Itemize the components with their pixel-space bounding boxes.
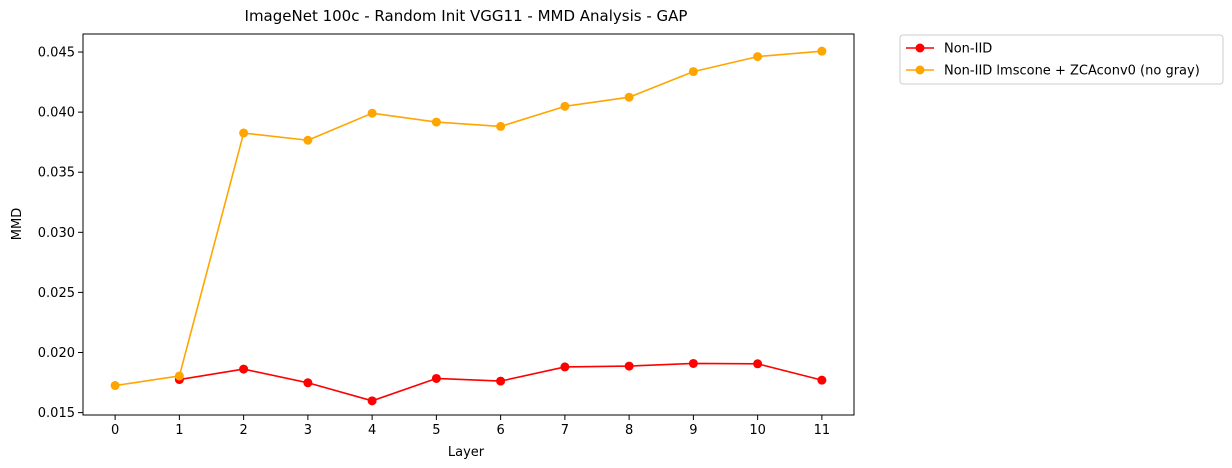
legend-frame bbox=[899, 34, 1224, 85]
y-tick-label: 0.045 bbox=[38, 46, 75, 61]
x-tick-label: 1 bbox=[175, 423, 183, 438]
data-point bbox=[239, 128, 249, 138]
data-point bbox=[239, 364, 249, 374]
legend: Non-IID Non-IID lmscone + ZCAconv0 (no gr… bbox=[899, 34, 1224, 85]
data-point bbox=[303, 135, 313, 145]
x-tick-label: 10 bbox=[749, 423, 766, 438]
data-point bbox=[496, 376, 506, 386]
data-point bbox=[110, 381, 120, 391]
data-point bbox=[817, 375, 827, 385]
series-line bbox=[115, 50, 822, 387]
series-layer bbox=[110, 46, 827, 406]
legend-label: Non-IID bbox=[944, 42, 992, 57]
x-axis-label: Layer bbox=[448, 445, 485, 460]
x-tick-label: 8 bbox=[625, 423, 633, 438]
x-tick-label: 4 bbox=[368, 423, 376, 438]
data-point bbox=[753, 52, 763, 62]
y-tick-label: 0.030 bbox=[38, 226, 75, 241]
x-axis: 0 1 2 3 4 5 6 7 8 9 10 11 bbox=[111, 415, 830, 438]
y-tick-label: 0.015 bbox=[38, 406, 75, 421]
data-point bbox=[431, 373, 441, 383]
data-point bbox=[303, 378, 313, 388]
y-tick-label: 0.040 bbox=[38, 106, 75, 121]
series-1 bbox=[110, 46, 827, 391]
legend-swatch-marker bbox=[915, 65, 925, 75]
x-tick-label: 6 bbox=[496, 423, 504, 438]
data-point bbox=[817, 46, 827, 56]
y-tick-label: 0.035 bbox=[38, 166, 75, 181]
data-point bbox=[174, 371, 184, 381]
plot-frame bbox=[82, 33, 855, 416]
x-tick-label: 7 bbox=[561, 423, 569, 438]
data-point bbox=[753, 359, 763, 369]
legend-item: Non-IID bbox=[906, 42, 992, 57]
y-axis-label: MMD bbox=[10, 208, 25, 240]
legend-label: Non-IID lmscone + ZCAconv0 (no gray) bbox=[944, 64, 1200, 79]
data-point bbox=[560, 101, 570, 111]
data-point bbox=[624, 361, 634, 371]
data-point bbox=[367, 396, 377, 406]
x-tick-label: 5 bbox=[432, 423, 440, 438]
data-point bbox=[688, 67, 698, 77]
y-tick-label: 0.025 bbox=[38, 286, 75, 301]
series-0 bbox=[174, 358, 827, 406]
legend-swatch-marker bbox=[915, 43, 925, 53]
x-tick-label: 0 bbox=[111, 423, 119, 438]
chart-title: ImageNet 100c - Random Init VGG11 - MMD … bbox=[245, 7, 688, 25]
x-tick-label: 3 bbox=[304, 423, 312, 438]
data-point bbox=[431, 117, 441, 127]
x-tick-label: 2 bbox=[239, 423, 247, 438]
data-point bbox=[688, 358, 698, 368]
x-tick-label: 11 bbox=[814, 423, 831, 438]
y-axis: 0.015 0.020 0.025 0.030 0.035 0.040 0.045 bbox=[38, 46, 83, 421]
legend-item: Non-IID lmscone + ZCAconv0 (no gray) bbox=[906, 64, 1200, 79]
data-point bbox=[367, 108, 377, 118]
data-point bbox=[624, 92, 634, 102]
x-tick-label: 9 bbox=[689, 423, 697, 438]
data-point bbox=[496, 121, 506, 131]
y-tick-label: 0.020 bbox=[38, 346, 75, 361]
data-point bbox=[560, 362, 570, 372]
